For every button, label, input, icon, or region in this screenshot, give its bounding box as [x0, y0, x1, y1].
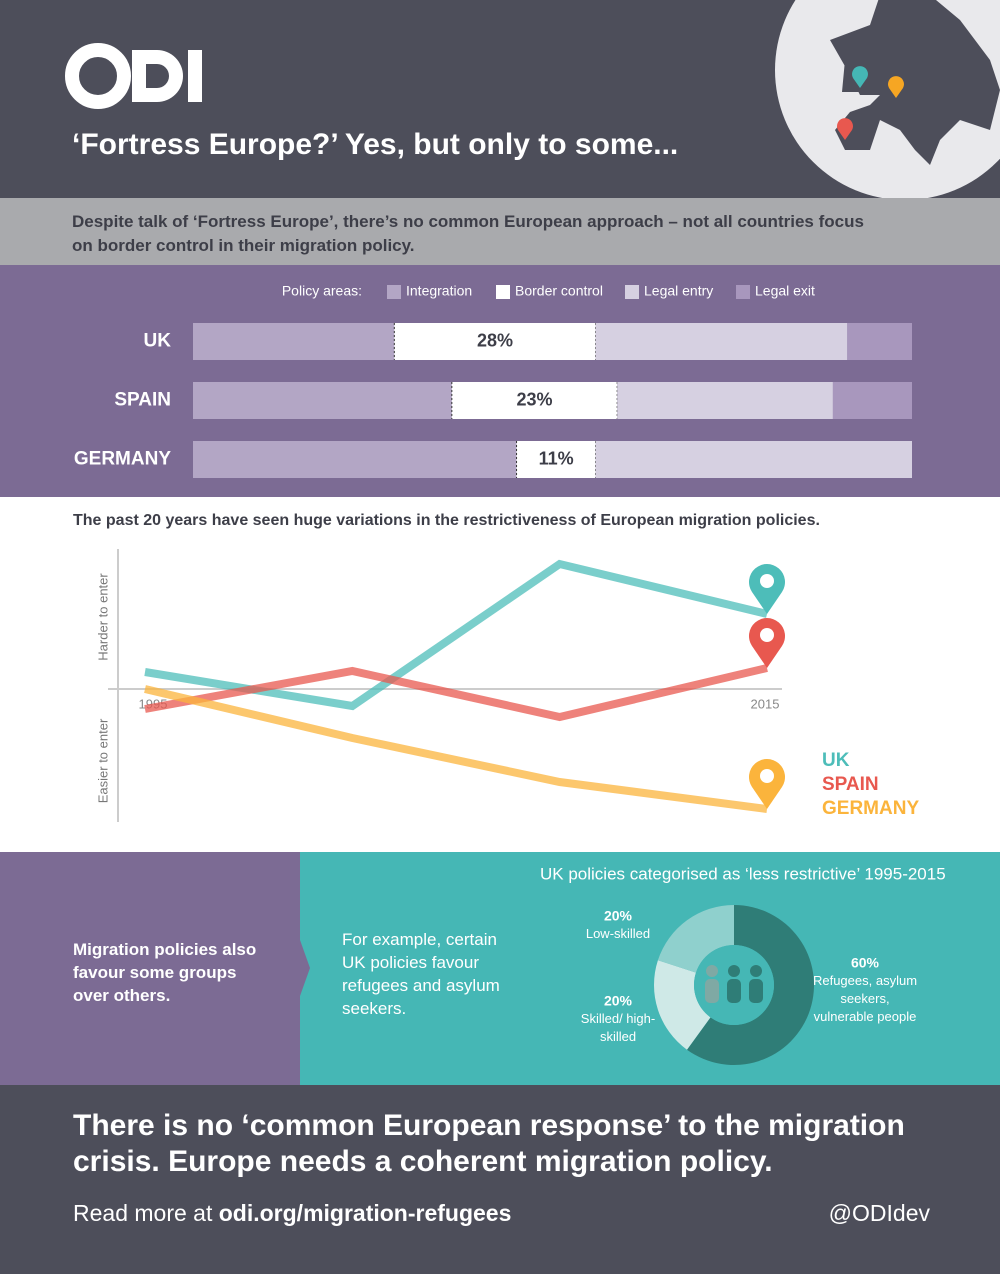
- value-label: 23%: [517, 389, 553, 409]
- bar-segment: [516, 441, 596, 478]
- category-label: SPAIN: [114, 390, 171, 411]
- legend-swatch: [387, 285, 401, 299]
- footer-headline: There is no ‘common European response’ t…: [73, 1109, 905, 1178]
- line: [144, 559, 768, 711]
- value-label: 11%: [539, 448, 574, 468]
- header-art: [65, 0, 1000, 198]
- pie-chart: UK policies categorised as ‘less restric…: [540, 864, 946, 1065]
- slice-label-box: Refugees, asylum seekers, vulnerable peo…: [812, 973, 918, 1024]
- line: [144, 664, 768, 722]
- read-more: Read more at odi.org/migration-refugees: [73, 1200, 511, 1227]
- example-text: For example, certain UK policies favour …: [342, 930, 500, 1018]
- value-label: 28%: [477, 330, 513, 350]
- y-label-bottom: Easier to enter: [95, 718, 110, 803]
- person-body: [705, 979, 719, 1003]
- legend-swatch: [496, 285, 510, 299]
- bar-segment: [595, 441, 912, 478]
- pin-hole: [760, 628, 774, 642]
- read-more-prefix: Read more at: [73, 1200, 213, 1226]
- bar-segment: [847, 323, 912, 360]
- bar-segment: [193, 323, 395, 360]
- x-tick-label: 2015: [751, 696, 780, 711]
- category-label: GERMANY: [74, 449, 171, 470]
- legend-label: Integration: [406, 283, 472, 299]
- legend-label: Legal exit: [755, 283, 815, 299]
- groups-text: Migration policies also favour some grou…: [73, 940, 257, 1005]
- pin: [749, 618, 785, 668]
- pin: [749, 564, 785, 614]
- pin: [749, 759, 785, 809]
- legend-swatch: [625, 285, 639, 299]
- footer-band: [0, 1085, 1000, 1274]
- subtitle-band: [0, 198, 1000, 265]
- value-label: 20%: [604, 993, 633, 1009]
- map-pins: [837, 66, 904, 140]
- legend-label: UK: [822, 750, 850, 771]
- person-head: [706, 965, 718, 977]
- handle[interactable]: @ODIdev: [828, 1200, 930, 1226]
- slice-label: Skilled/ high-skilled: [580, 1011, 656, 1044]
- legend-label: GERMANY: [822, 798, 919, 819]
- bar-segment: [193, 441, 517, 478]
- panel-shape: [0, 852, 310, 1085]
- pie-slice: [686, 905, 814, 1065]
- bar-segment: [595, 323, 848, 360]
- bar-segment: [832, 382, 912, 419]
- person-body: [727, 979, 741, 1003]
- value-label: 60%: [851, 955, 880, 971]
- pin-hole: [760, 574, 774, 588]
- slice-label-box: Skilled/ high-skilled: [580, 1011, 656, 1044]
- slice-label: Refugees, asylum seekers, vulnerable peo…: [812, 973, 918, 1024]
- line: [144, 685, 768, 813]
- bar-segment: [451, 382, 618, 419]
- chart-title: The past 20 years have seen huge variati…: [73, 512, 820, 529]
- stacked-bar-chart: Policy areas: Integration Border control Le…: [74, 283, 912, 478]
- line-chart: The past 20 years have seen huge variati…: [73, 512, 919, 822]
- title: ‘Fortress Europe?’ Yes, but only to some…: [72, 128, 679, 161]
- pie-slice: [654, 960, 711, 1050]
- category-label: UK: [144, 331, 172, 352]
- legend-label: SPAIN: [822, 774, 879, 795]
- subtitle: Despite talk of ‘Fortress Europe’, there…: [72, 212, 864, 255]
- pie-slice: [657, 905, 734, 973]
- legend-swatch: [736, 285, 750, 299]
- bar-segment: [193, 382, 452, 419]
- person-body: [749, 979, 763, 1003]
- value-label: 20%: [604, 908, 633, 924]
- pin-hole: [760, 769, 774, 783]
- person-head: [728, 965, 740, 977]
- bar-segment: [617, 382, 833, 419]
- legend-title: Policy areas:: [282, 283, 362, 299]
- slice-label: Low-skilled: [585, 926, 651, 941]
- logo: [65, 43, 202, 109]
- slice-label-box: Low-skilled: [585, 926, 651, 941]
- legend-label: Legal entry: [644, 283, 713, 299]
- map-land: [830, 0, 1000, 165]
- bar-segment: [394, 323, 596, 360]
- y-label-top: Harder to enter: [95, 573, 110, 661]
- read-more-link[interactable]: odi.org/migration-refugees: [218, 1200, 512, 1226]
- legend-label: Border control: [515, 283, 603, 299]
- person-head: [750, 965, 762, 977]
- chart-title: UK policies categorised as ‘less restric…: [540, 864, 946, 883]
